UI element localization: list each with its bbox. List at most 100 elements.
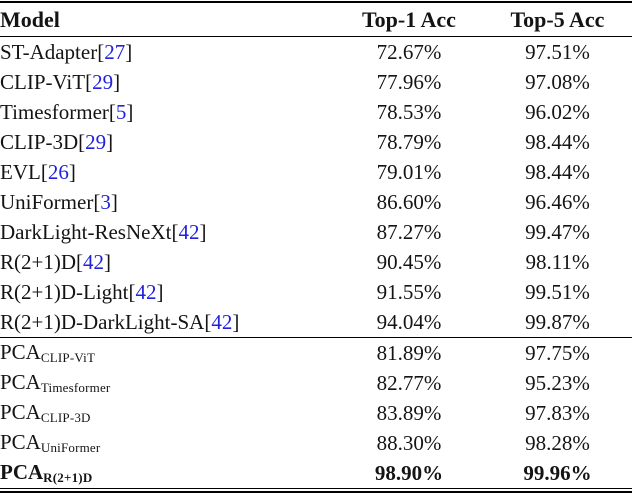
- top5-value: 97.51%: [525, 39, 590, 64]
- top1-value: 78.79%: [376, 129, 442, 154]
- model-name: CLIP-3D: [0, 129, 79, 154]
- cite-bracket-close: ]: [125, 39, 133, 64]
- model-name: DarkLight-ResNeXt: [0, 219, 172, 244]
- top5-value: 98.11%: [525, 249, 590, 274]
- cite-bracket-close: ]: [232, 309, 240, 334]
- col-header-top5-acc: Top-5 Acc: [483, 1, 632, 37]
- table-row-r2plus1d-darklight-sa: R(2+1)D-DarkLight-SA[42] 94.04% 99.87%: [0, 307, 632, 338]
- citation-link[interactable]: 42: [83, 249, 105, 274]
- model-name: ST-Adapter: [0, 39, 98, 64]
- table-row-r2plus1d: R(2+1)D[42] 90.45% 98.11%: [0, 247, 632, 277]
- top5-value: 99.47%: [525, 219, 590, 244]
- model-cell: PCAUniFormer: [0, 428, 335, 458]
- table-row-r2plus1d-light: R(2+1)D-Light[42] 91.55% 99.51%: [0, 277, 632, 307]
- cite-bracket-open: [: [93, 189, 101, 214]
- cite-bracket-open: [: [97, 39, 105, 64]
- table-row-clip-vit: CLIP-ViT[29] 77.96% 97.08%: [0, 67, 632, 97]
- model-cell: PCACLIP-3D: [0, 398, 335, 428]
- citation-link[interactable]: 5: [115, 99, 127, 124]
- model-name: PCA: [0, 430, 41, 454]
- top5-value: 97.75%: [483, 337, 632, 368]
- top5-value: 99.87%: [525, 309, 590, 334]
- citation-link[interactable]: 27: [104, 39, 126, 64]
- model-cell: DarkLight-ResNeXt[42]: [0, 217, 335, 247]
- model-cell: PCATimesformer: [0, 368, 335, 398]
- citation-link[interactable]: 29: [92, 69, 114, 94]
- cite-bracket-open: [: [85, 69, 93, 94]
- header-row: Model Top-1 Acc Top-5 Acc: [0, 1, 632, 37]
- model-cell: ST-Adapter[27]: [0, 37, 335, 68]
- cite-bracket-close: ]: [106, 129, 114, 154]
- model-subscript: UniFormer: [40, 440, 101, 455]
- top1-value: 79.01%: [376, 159, 442, 184]
- model-subscript: CLIP-ViT: [40, 350, 96, 365]
- table-row-evl: EVL[26] 79.01% 98.44%: [0, 157, 632, 187]
- top1-value: 77.96%: [376, 69, 442, 94]
- model-name: R(2+1)D: [0, 249, 77, 274]
- table-header: Model Top-1 Acc Top-5 Acc: [0, 1, 632, 37]
- cite-bracket-open: [: [76, 249, 84, 274]
- cite-bracket-open: [: [108, 99, 116, 124]
- top1-value: 87.27%: [376, 219, 442, 244]
- table-row-uniformer: UniFormer[3] 86.60% 96.46%: [0, 187, 632, 217]
- model-cell: R(2+1)D[42]: [0, 247, 335, 277]
- model-cell: R(2+1)D-DarkLight-SA[42]: [0, 307, 335, 338]
- citation-link[interactable]: 42: [135, 279, 157, 304]
- top1-value: 78.53%: [376, 99, 442, 124]
- top5-value: 96.46%: [525, 189, 590, 214]
- table-row-pca-timesformer: PCATimesformer 82.77% 95.23%: [0, 368, 632, 398]
- cite-bracket-open: [: [128, 279, 136, 304]
- top1-value: 88.30%: [376, 430, 442, 455]
- table-body: ST-Adapter[27] 72.67% 97.51% CLIP-ViT[29…: [0, 37, 632, 489]
- model-name: Timesformer: [0, 99, 109, 124]
- table-row-pca-r2plus1d: PCAR(2+1)D 98.90% 99.96%: [0, 458, 632, 489]
- table-row-timesformer: Timesformer[5] 78.53% 96.02%: [0, 97, 632, 127]
- model-cell: R(2+1)D-Light[42]: [0, 277, 335, 307]
- model-cell: UniFormer[3]: [0, 187, 335, 217]
- top5-value: 98.44%: [525, 159, 590, 184]
- model-subscript: R(2+1)D: [43, 470, 93, 485]
- table-row-pca-clip-vit: PCACLIP-ViT 81.89% 97.75%: [0, 337, 632, 368]
- cite-bracket-open: [: [171, 219, 179, 244]
- model-name: PCA: [0, 460, 44, 484]
- cite-bracket-close: ]: [113, 69, 121, 94]
- top5-value: 97.83%: [525, 400, 590, 425]
- model-name: UniFormer: [0, 189, 94, 214]
- model-cell: EVL[26]: [0, 157, 335, 187]
- table-row-clip-3d: CLIP-3D[29] 78.79% 98.44%: [0, 127, 632, 157]
- model-cell: Timesformer[5]: [0, 97, 335, 127]
- top1-value: 90.45%: [376, 249, 442, 274]
- cite-bracket-open: [: [204, 309, 212, 334]
- citation-link[interactable]: 26: [47, 159, 69, 184]
- model-subscript: CLIP-3D: [40, 410, 91, 425]
- citation-link[interactable]: 3: [100, 189, 111, 214]
- top1-value: 81.89%: [335, 337, 483, 368]
- top1-value: 94.04%: [376, 309, 442, 334]
- citation-link[interactable]: 42: [211, 309, 233, 334]
- model-cell: CLIP-3D[29]: [0, 127, 335, 157]
- top1-value: 91.55%: [376, 279, 442, 304]
- model-name: PCA: [0, 340, 41, 364]
- cite-bracket-open: [: [40, 159, 48, 184]
- citation-link[interactable]: 42: [178, 219, 200, 244]
- top5-value: 98.28%: [525, 430, 590, 455]
- model-cell: CLIP-ViT[29]: [0, 67, 335, 97]
- model-name: PCA: [0, 400, 41, 424]
- top1-value: 86.60%: [376, 189, 442, 214]
- top5-value: 98.44%: [525, 129, 590, 154]
- cite-bracket-close: ]: [68, 159, 76, 184]
- table-row-darklight-resnext: DarkLight-ResNeXt[42] 87.27% 99.47%: [0, 217, 632, 247]
- model-cell: PCAR(2+1)D: [0, 458, 335, 489]
- top1-value: 83.89%: [376, 400, 442, 425]
- cite-bracket-close: ]: [110, 189, 118, 214]
- model-cell: PCACLIP-ViT: [0, 337, 335, 368]
- citation-link[interactable]: 29: [85, 129, 107, 154]
- top1-value: 72.67%: [376, 39, 442, 64]
- col-header-model: Model: [0, 1, 335, 37]
- model-name: PCA: [0, 370, 41, 394]
- top1-value: 82.77%: [376, 370, 442, 395]
- top5-value: 99.96%: [483, 458, 632, 489]
